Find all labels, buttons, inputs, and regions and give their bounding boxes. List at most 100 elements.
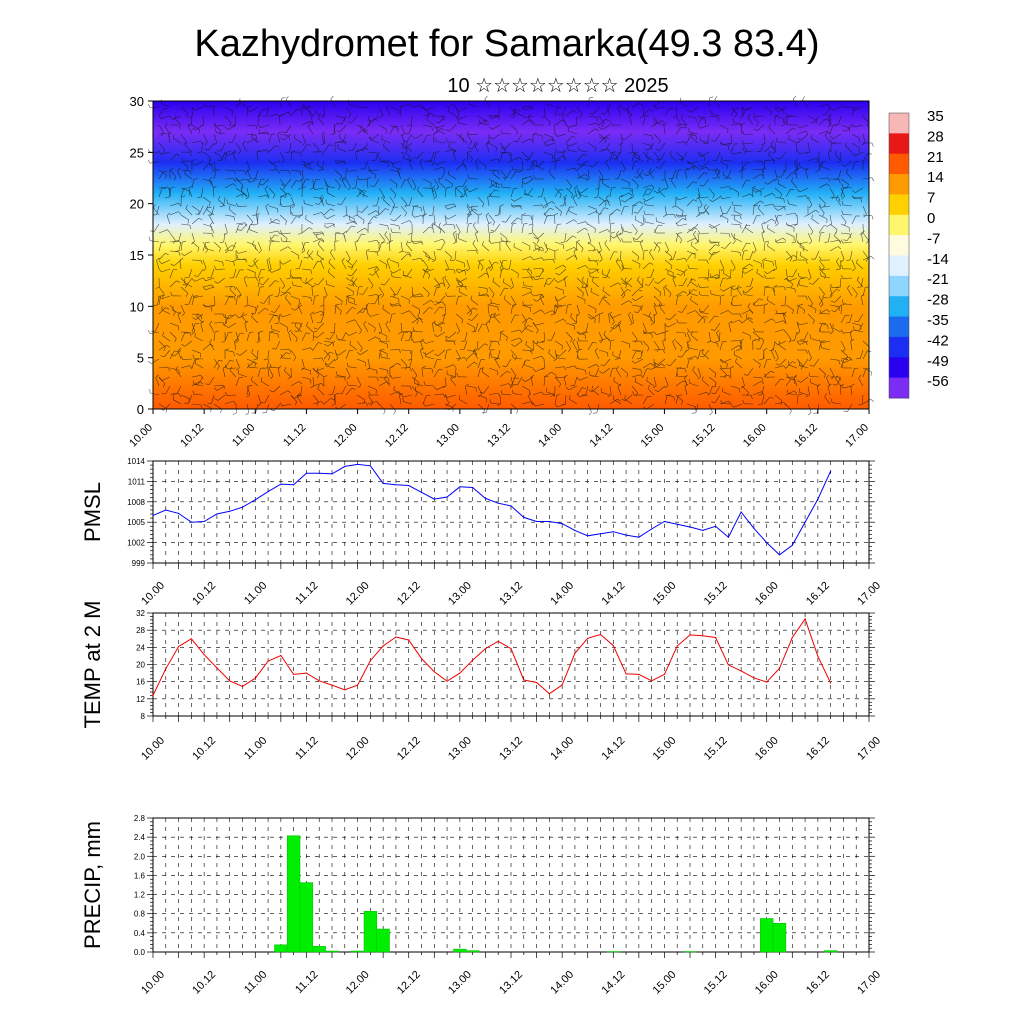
wind-barb [631, 178, 639, 186]
data-point [408, 639, 410, 641]
wind-barb-flag [380, 349, 385, 351]
wind-barb-flag [826, 374, 830, 379]
wind-barb [532, 309, 542, 315]
wind-barb [543, 376, 546, 387]
wind-barb-flag [164, 123, 168, 127]
wind-barb [268, 134, 272, 144]
wind-barb [175, 369, 182, 378]
wind-barb-flag [271, 311, 276, 313]
data-point [574, 529, 576, 532]
wind-barb [444, 394, 450, 404]
wind-barb [831, 142, 842, 144]
wind-barb [714, 133, 721, 142]
wind-barb [411, 385, 418, 394]
wind-barb-flag [277, 333, 279, 338]
wind-barb-flag [870, 398, 874, 402]
wind-barb-flag [817, 383, 821, 387]
wind-barb-flag [544, 375, 549, 378]
wind-barb [469, 103, 479, 108]
wind-barb-flag [420, 338, 424, 342]
wind-barb [169, 240, 179, 243]
wind-barb-flag [565, 143, 569, 147]
wind-barb [609, 152, 613, 162]
wind-barb-flag [604, 139, 607, 144]
wind-barb [653, 133, 661, 141]
wind-barb [834, 154, 842, 162]
wind-barb [722, 159, 732, 162]
wind-barb [606, 268, 611, 278]
wind-barb [579, 150, 589, 153]
data-point [331, 473, 333, 475]
wind-barb [807, 349, 812, 359]
wind-barb [675, 141, 685, 144]
wind-barb [356, 376, 362, 386]
data-point [663, 520, 666, 523]
wind-barb-flag [200, 260, 203, 265]
data-point [587, 535, 589, 537]
wind-barb-flag [386, 257, 391, 261]
wind-barb-flag [407, 358, 412, 361]
wind-barb [568, 210, 578, 216]
wind-barb [378, 286, 385, 295]
wind-barb-flag [442, 275, 447, 279]
wind-barb [235, 100, 243, 108]
wind-barb-flag [464, 270, 466, 275]
data-point [241, 506, 244, 508]
wind-barb-flag [871, 177, 875, 182]
wind-barb-flag [419, 158, 424, 162]
wind-barb [384, 234, 391, 243]
wind-barb-flag [389, 302, 393, 307]
wind-barb [425, 106, 435, 111]
wind-barb-flag [287, 390, 292, 394]
wind-barb-flag [554, 249, 559, 252]
wind-barb [682, 277, 688, 286]
wind-barb [312, 296, 316, 306]
wind-barb-flag [381, 195, 385, 199]
wind-barb-flag [436, 186, 440, 190]
wind-barb-flag [461, 340, 466, 342]
wind-barb-flag [517, 273, 519, 278]
data-point [523, 516, 525, 519]
wind-barb-flag [211, 169, 216, 173]
wind-barb-flag [414, 375, 418, 379]
wind-barb [840, 223, 850, 228]
wind-barb [453, 233, 457, 243]
wind-barb-flag [519, 329, 523, 334]
wind-barb-flag [528, 392, 532, 397]
wind-barb-flag [336, 371, 338, 376]
wind-barb [796, 304, 805, 311]
wind-barb [279, 232, 288, 239]
wind-barb [492, 173, 501, 180]
wind-barb-flag [854, 106, 859, 108]
wind-barb-flag [838, 376, 841, 381]
wind-barb-flag [341, 301, 343, 306]
wind-barb [256, 349, 259, 360]
wind-barb [675, 106, 678, 117]
wind-barb [279, 133, 289, 137]
wind-barb [811, 218, 820, 225]
wind-barb [477, 119, 486, 126]
wind-barb-flag [585, 284, 589, 288]
wind-barb [466, 361, 475, 369]
wind-barb-flag [666, 364, 671, 367]
wind-barb [191, 205, 200, 212]
wind-barb [422, 250, 430, 258]
wind-barb [224, 286, 235, 288]
wind-barb [828, 152, 831, 162]
wind-barb-flag [161, 393, 166, 395]
wind-barb-flag [235, 314, 240, 319]
wind-barb-flag [783, 320, 787, 325]
wind-barb-flag [794, 212, 798, 217]
wind-barb [209, 180, 215, 189]
wind-barb [414, 340, 424, 343]
wind-barb [213, 151, 222, 157]
wind-barb [774, 169, 778, 179]
wind-barb [424, 384, 435, 387]
wind-barb [317, 117, 325, 126]
wind-barb-flag [284, 193, 287, 199]
wind-barb-flag [719, 141, 723, 146]
wind-barb [796, 395, 799, 405]
wind-barb-flag [295, 216, 300, 218]
wind-barb [629, 116, 633, 126]
data-point [625, 673, 627, 675]
